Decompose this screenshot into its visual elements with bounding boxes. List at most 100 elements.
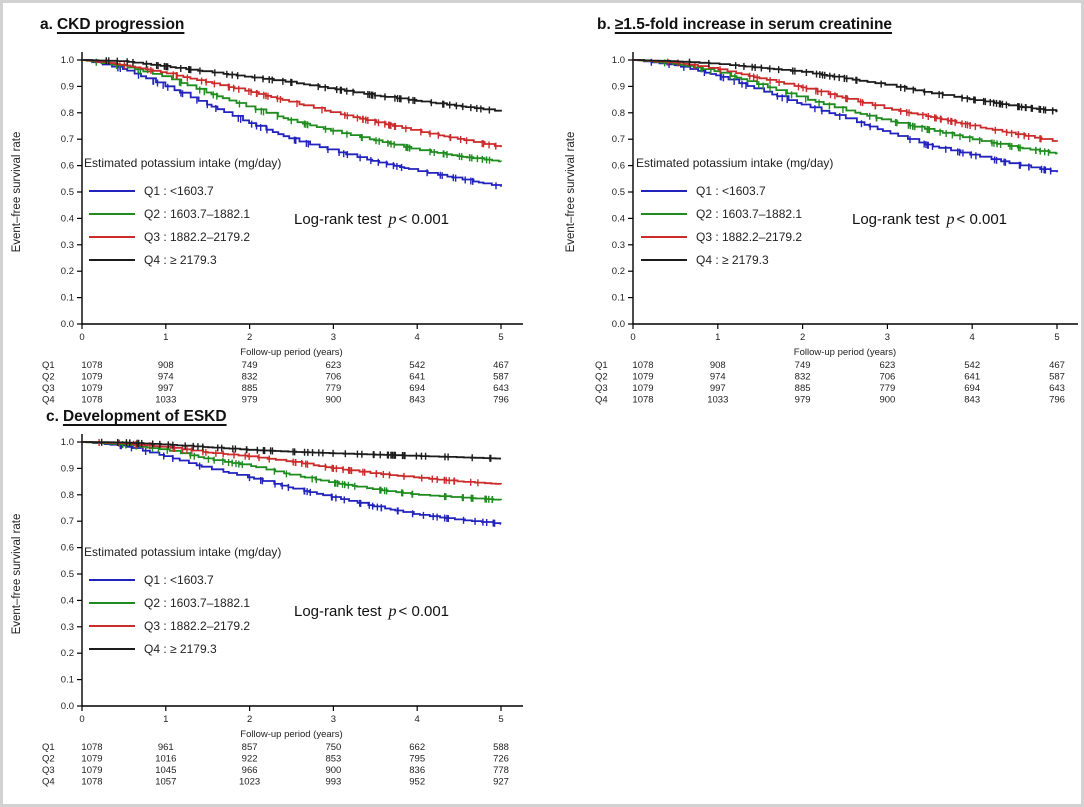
x-tick-label: 0 [79, 332, 84, 343]
panel-c-xlabel: Follow-up period (years) [240, 729, 342, 740]
y-tick-label: 0.9 [612, 81, 625, 92]
y-tick-label: 0.1 [61, 293, 74, 304]
x-tick-label: 2 [247, 714, 252, 725]
risk-count: 643 [1049, 383, 1065, 394]
y-tick-label: 0.2 [61, 266, 74, 277]
risk-count: 1079 [632, 383, 653, 394]
panel-b-title: b. ≥1.5-fold increase in serum creatinine [597, 16, 892, 34]
y-tick-label: 0.0 [61, 319, 74, 330]
y-tick-label: 1.0 [612, 55, 625, 66]
risk-count: 1033 [707, 395, 728, 406]
risk-row-label-q4: Q4 [42, 777, 55, 788]
risk-count: 749 [795, 360, 811, 371]
panel-a-xlabel: Follow-up period (years) [240, 347, 342, 358]
y-tick-label: 0.3 [612, 240, 625, 251]
logrank-text: Log-rank test [852, 211, 940, 228]
y-tick-label: 0.5 [61, 569, 74, 580]
panel-c-curve-q3 [82, 441, 502, 485]
x-tick-label: 5 [1054, 332, 1059, 343]
risk-count: 1079 [81, 765, 102, 776]
x-tick-label: 1 [163, 332, 168, 343]
legend-title: Estimated potassium intake (mg/day) [84, 156, 282, 170]
panel-a-label: a. [40, 16, 53, 33]
risk-count: 1016 [155, 754, 176, 765]
risk-count: 467 [493, 360, 509, 371]
risk-row-label-q4: Q4 [42, 395, 55, 406]
y-tick-label: 0.1 [612, 293, 625, 304]
x-tick-label: 3 [331, 714, 336, 725]
panel-a-legend: Estimated potassium intake (mg/day) Q1 :… [84, 156, 281, 271]
risk-count: 779 [325, 383, 341, 394]
risk-count: 832 [242, 372, 258, 383]
x-tick-label: 4 [415, 332, 420, 343]
y-tick-label: 0.2 [612, 266, 625, 277]
risk-count: 795 [409, 754, 425, 765]
legend-item-q2: Q2 : 1603.7–1882.1 [636, 202, 833, 225]
q2-line-swatch [641, 212, 687, 215]
y-tick-label: 0.3 [61, 622, 74, 633]
logrank-p-value: < 0.001 [398, 603, 450, 620]
y-tick-label: 0.7 [61, 516, 74, 527]
risk-count: 885 [242, 383, 258, 394]
y-tick-label: 0.9 [61, 463, 74, 474]
legend-label-q4: Q4 : ≥ 2179.3 [144, 641, 217, 656]
risk-count: 587 [1049, 372, 1065, 383]
q1-line-swatch [89, 189, 135, 192]
y-tick-label: 1.0 [61, 55, 74, 66]
q4-line-swatch [89, 647, 135, 650]
risk-count: 587 [493, 372, 509, 383]
risk-count: 1023 [239, 777, 260, 788]
y-tick-label: 0.7 [612, 134, 625, 145]
x-tick-label: 4 [970, 332, 975, 343]
legend-item-q4: Q4 : ≥ 2179.3 [636, 248, 833, 271]
y-tick-label: 0.6 [612, 161, 625, 172]
x-tick-label: 1 [163, 714, 168, 725]
y-tick-label: 0.3 [61, 240, 74, 251]
logrank-p-symbol: p [946, 211, 955, 228]
y-tick-label: 0.0 [612, 319, 625, 330]
risk-count: 927 [493, 777, 509, 788]
panel-b-ylabel: Event–free survival rate [565, 131, 577, 253]
logrank-p-value: < 0.001 [398, 211, 450, 228]
panel-c-curve-q4 [82, 441, 501, 460]
legend-label-q3: Q3 : 1882.2–2179.2 [144, 618, 251, 633]
legend-item-q4: Q4 : ≥ 2179.3 [84, 637, 281, 660]
y-tick-label: 0.1 [61, 675, 74, 686]
panel-a-curve-q2 [82, 59, 502, 163]
y-tick-label: 0.0 [61, 701, 74, 712]
x-tick-label: 0 [79, 714, 84, 725]
risk-count: 979 [242, 395, 258, 406]
risk-count: 885 [795, 383, 811, 394]
y-tick-label: 0.4 [61, 595, 74, 606]
risk-count: 706 [879, 372, 895, 383]
x-tick-label: 0 [630, 332, 635, 343]
legend-item-q3: Q3 : 1882.2–2179.2 [636, 225, 833, 248]
panel-b-label: b. [597, 16, 611, 33]
risk-count: 641 [409, 372, 425, 383]
q2-line-swatch [89, 601, 135, 604]
panel-b-title-text: ≥1.5-fold increase in serum creatinine [614, 16, 893, 33]
risk-count: 467 [1049, 360, 1065, 371]
risk-count: 542 [409, 360, 425, 371]
risk-count: 1079 [632, 372, 653, 383]
panel-a-ylabel: Event–free survival rate [11, 131, 23, 253]
y-tick-label: 0.6 [61, 161, 74, 172]
logrank-p-symbol: p [388, 211, 397, 228]
y-tick-label: 0.4 [612, 213, 625, 224]
panel-c-title: c. Development of ESKD [46, 408, 227, 426]
panel-c-legend: Estimated potassium intake (mg/day) Q1 :… [84, 545, 281, 660]
panel-c-ylabel: Event–free survival rate [11, 513, 23, 635]
risk-count: 1078 [632, 360, 653, 371]
legend-label-q1: Q1 : <1603.7 [696, 183, 766, 198]
risk-count: 1078 [81, 395, 102, 406]
risk-count: 1078 [81, 777, 102, 788]
panel-a-title-text: CKD progression [56, 16, 185, 33]
risk-count: 857 [242, 742, 258, 753]
risk-count: 1078 [81, 360, 102, 371]
risk-count: 908 [710, 360, 726, 371]
legend-item-q4: Q4 : ≥ 2179.3 [84, 248, 281, 271]
legend-title: Estimated potassium intake (mg/day) [84, 545, 282, 559]
risk-count: 750 [325, 742, 341, 753]
logrank-p-value: < 0.001 [956, 211, 1008, 228]
q3-line-swatch [641, 235, 687, 238]
